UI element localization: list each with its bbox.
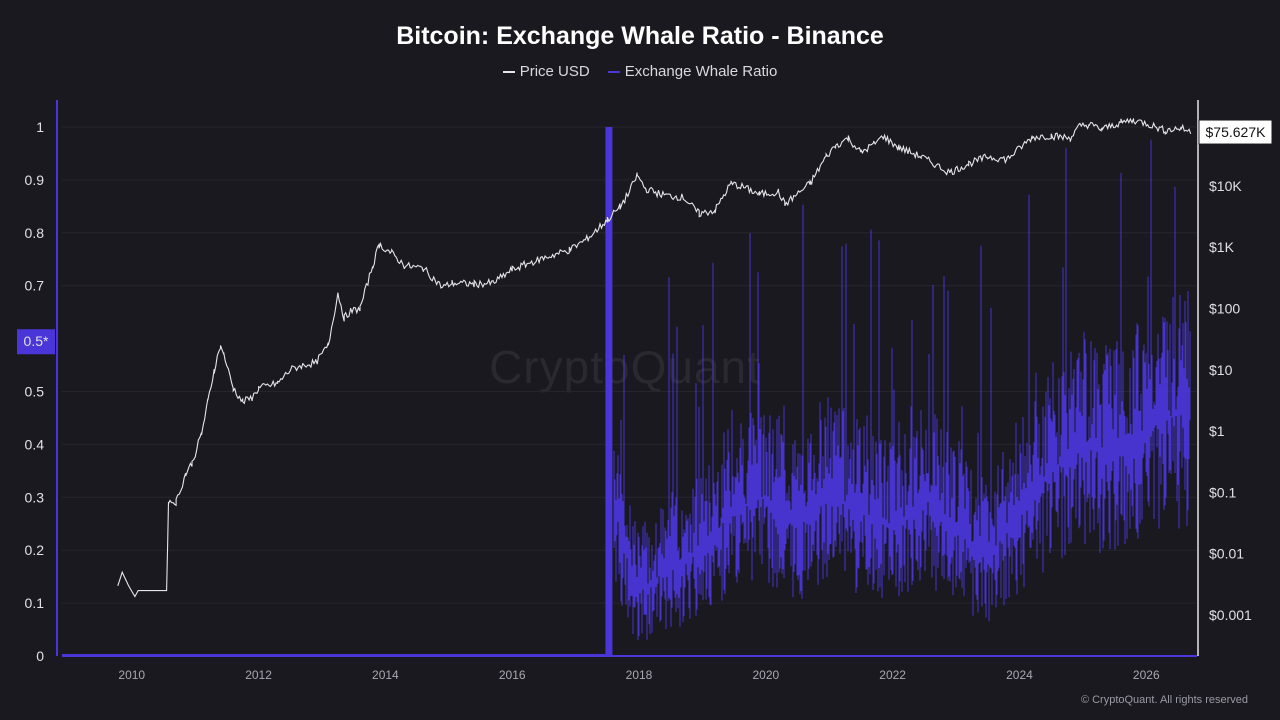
left-axis-tick-label: 0.3 [25, 489, 45, 505]
x-axis-tick-label: 2016 [499, 668, 526, 682]
current-price-label: $75.627K [1206, 124, 1267, 140]
x-axis-tick-label: 2026 [1133, 668, 1160, 682]
right-axis-tick-label: $1K [1209, 239, 1235, 255]
price-series-line [117, 117, 1192, 598]
x-axis-tick-label: 2020 [752, 668, 779, 682]
left-axis-tick-label: 0.2 [25, 542, 45, 558]
left-axis-tick-label: 0.9 [25, 172, 45, 188]
right-axis-tick-label: $10K [1209, 178, 1242, 194]
right-axis-tick-label: $100 [1209, 301, 1240, 317]
left-axis-tick-label: 0.5 [25, 384, 45, 400]
whale-ratio-spike-2017 [605, 127, 613, 656]
left-axis-tick-label: 0.4 [25, 436, 45, 452]
legend-label-whale-ratio: Exchange Whale Ratio [624, 63, 778, 80]
price-series [117, 117, 1192, 598]
x-axis-tick-label: 2024 [1006, 668, 1033, 682]
left-axis-tick-label: 0 [36, 648, 44, 664]
left-axis-tick-label: 0.8 [25, 225, 45, 241]
legend-swatch-whale-ratio [607, 70, 620, 73]
x-axis-tick-label: 2018 [626, 668, 653, 682]
left-axis-marker-label: 0.5* [24, 333, 49, 349]
left-axis-tick-label: 1 [36, 119, 44, 135]
left-axis-tick-label: 0.1 [25, 595, 45, 611]
legend-item-whale-ratio[interactable]: Exchange Whale Ratio [607, 63, 778, 80]
x-axis-tick-label: 2012 [245, 668, 272, 682]
tick-labels: 0 0.1 0.2 0.3 0.4 0.5 0.7 0.8 0.9 1 0.5* $0.001 $0.0… [17, 119, 1273, 682]
chart-axes [56, 100, 1199, 657]
left-axis-marker [17, 329, 55, 355]
x-axis-tick-label: 2010 [118, 668, 145, 682]
x-axis-tick-label: 2022 [879, 668, 906, 682]
x-axis-tick-label: 2014 [372, 668, 399, 682]
whale-ratio-series-bars [613, 139, 1191, 641]
right-axis-tick-label: $0.01 [1209, 546, 1244, 562]
right-axis-tick-label: $1 [1209, 423, 1225, 439]
right-axis-tick-label: $10 [1209, 362, 1233, 378]
copyright-text: © CryptoQuant. All rights reserved [1080, 694, 1248, 706]
right-axis-tick-label: $0.001 [1209, 607, 1252, 623]
legend-item-price[interactable]: Price USD [502, 63, 590, 80]
chart-legend: Price USD Exchange Whale Ratio [0, 63, 1280, 80]
legend-swatch-price [502, 70, 515, 73]
legend-label-price: Price USD [519, 63, 590, 80]
left-axis-tick-label: 0.7 [25, 278, 45, 294]
chart-title: Bitcoin: Exchange Whale Ratio - Binance [396, 22, 884, 50]
current-price-badge [1198, 119, 1273, 145]
right-axis-tick-label: $0.1 [1209, 484, 1236, 500]
